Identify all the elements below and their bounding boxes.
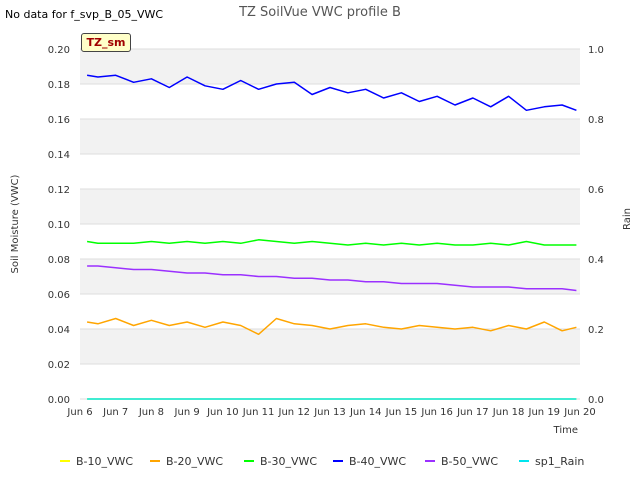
x-tick-label: Jun 11: [242, 407, 275, 418]
y-axis-label: Soil Moisture (VWC): [10, 174, 21, 273]
legend-label: B-30_VWC: [260, 455, 317, 468]
y-tick-label: 0.00: [48, 395, 70, 406]
x-tick-label: Jun 12: [278, 407, 311, 418]
series-line-b-20-vwc: [86, 317, 577, 336]
grid-band: [80, 119, 580, 154]
x-tick-label: Jun 15: [385, 407, 418, 418]
grid-band: [80, 259, 580, 294]
x-tick-label: Jun 8: [138, 407, 164, 418]
y2-tick-label: 0.6: [588, 185, 604, 196]
grid-band: [80, 49, 580, 84]
y-tick-label: 0.02: [48, 360, 70, 371]
x-axis-label: Time: [553, 425, 578, 436]
x-tick-label: Jun 17: [456, 407, 489, 418]
chart-title: TZ SoilVue VWC profile B: [238, 5, 401, 20]
y-tick-label: 0.14: [48, 150, 70, 161]
legend-label: B-20_VWC: [166, 455, 223, 468]
x-tick-label: Jun 16: [420, 407, 453, 418]
y2-tick-label: 0.8: [588, 115, 604, 126]
series-line-b-40-vwc: [86, 74, 577, 112]
no-data-note: No data for f_svp_B_05_VWC: [5, 8, 164, 21]
x-tick-label: Jun 18: [492, 407, 525, 418]
y-tick-label: 0.06: [48, 290, 70, 301]
x-tick-label: Jun 20: [563, 407, 596, 418]
legend-label: B-50_VWC: [441, 455, 498, 468]
series-line-b-50-vwc: [87, 265, 577, 292]
y2-tick-label: 0.4: [588, 255, 604, 266]
y-tick-label: 0.16: [48, 115, 70, 126]
x-tick-label: Jun 7: [102, 407, 128, 418]
legend-label: B-40_VWC: [349, 455, 406, 468]
y2-tick-label: 0.2: [588, 325, 604, 336]
x-tick-label: Jun 14: [349, 407, 382, 418]
x-tick-label: Jun 13: [313, 407, 346, 418]
y-tick-label: 0.08: [48, 255, 70, 266]
y2-axis-label: Rain: [622, 208, 633, 230]
y2-tick-label: 0.0: [588, 395, 604, 406]
y-tick-label: 0.10: [48, 220, 70, 231]
site-badge: TZ_sm: [81, 33, 131, 52]
y2-tick-label: 1.0: [588, 45, 604, 56]
legend-label: sp1_Rain: [535, 455, 584, 468]
x-tick-label: Jun 19: [528, 407, 561, 418]
y-tick-label: 0.04: [48, 325, 70, 336]
x-tick-label: Jun 10: [206, 407, 239, 418]
x-tick-label: Jun 6: [66, 407, 92, 418]
legend-label: B-10_VWC: [76, 455, 133, 468]
grid-band: [80, 189, 580, 224]
x-tick-label: Jun 9: [174, 407, 200, 418]
grid-band: [80, 329, 580, 364]
series-line-b-30-vwc: [86, 239, 577, 246]
y-tick-label: 0.20: [48, 45, 70, 56]
y-tick-label: 0.18: [48, 80, 70, 91]
y-tick-label: 0.12: [48, 185, 70, 196]
